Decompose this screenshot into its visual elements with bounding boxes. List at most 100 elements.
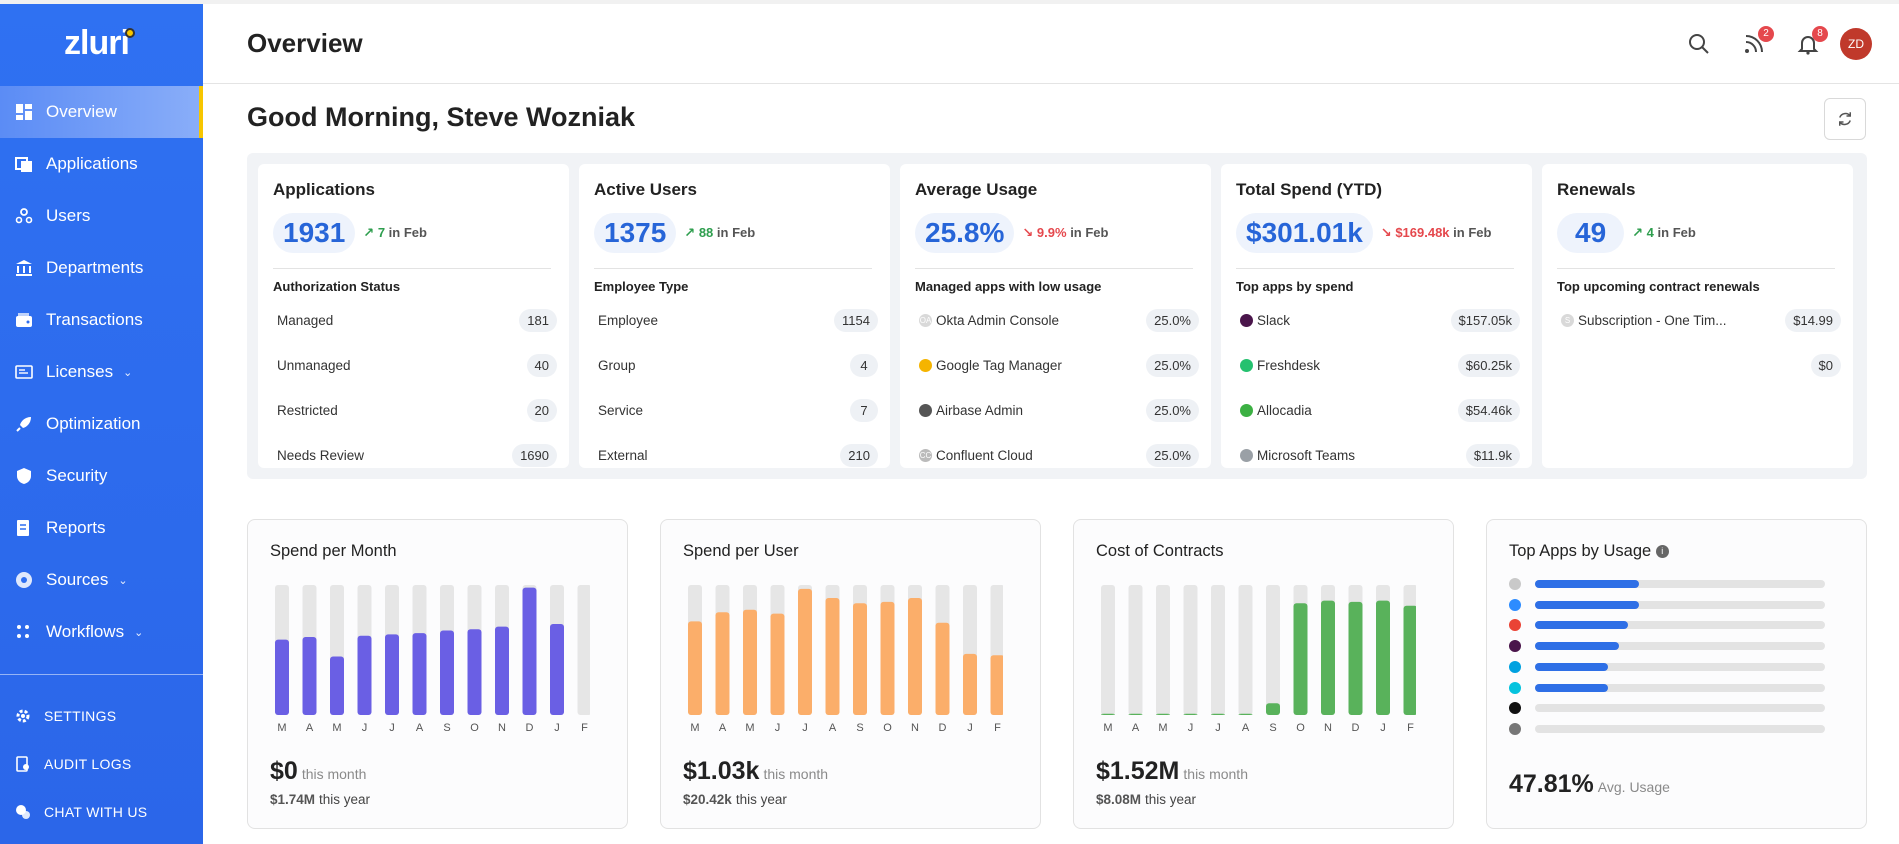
bar-J-3[interactable] (357, 635, 372, 715)
list-item[interactable]: Freshdesk $60.25k (1236, 343, 1520, 388)
info-icon[interactable]: i (1655, 545, 1669, 559)
sidebar-bottom-audit-logs[interactable]: AUDIT LOGS (0, 740, 203, 788)
month-user-spend-value: $1.03k (683, 757, 760, 785)
usage-row[interactable] (1509, 722, 1825, 736)
sidebar-item-licenses[interactable]: Licenses ⌄ (0, 346, 203, 398)
bar-D-9[interactable] (1348, 601, 1363, 715)
list-item[interactable]: OA Okta Admin Console 25.0% (915, 298, 1199, 343)
bar-D-9[interactable] (522, 587, 537, 715)
usage-row[interactable] (1509, 577, 1825, 591)
bar-M-2[interactable] (330, 656, 344, 716)
list-item[interactable]: Microsoft Teams $11.9k (1236, 433, 1520, 478)
bar-S-6[interactable] (440, 630, 454, 716)
sidebar-item-reports[interactable]: Reports (0, 502, 203, 554)
list-item-label-wrap: Employee (598, 313, 658, 328)
bar-A-1[interactable] (715, 612, 730, 715)
usage-row[interactable] (1509, 618, 1825, 632)
list-item[interactable]: Employee 1154 (594, 298, 878, 343)
sidebar-item-overview[interactable]: Overview (0, 86, 203, 138)
bar-J-4[interactable] (798, 588, 812, 715)
usage-row[interactable] (1509, 598, 1825, 612)
bell-icon[interactable]: 8 (1796, 26, 1828, 58)
list-item-label-wrap: Airbase Admin (919, 403, 1023, 418)
sidebar-bottom-settings[interactable]: SETTINGS (0, 692, 203, 740)
trend-suffix: in Feb (716, 225, 756, 240)
bar-O-7[interactable] (467, 629, 482, 715)
list-item[interactable]: Slack $157.05k (1236, 298, 1520, 343)
bar-J-10[interactable] (963, 653, 977, 715)
applications-card[interactable]: Applications 1931 ↗ 7 in Feb Authorizati… (258, 164, 569, 468)
list-item[interactable]: Google Tag Manager 25.0% (915, 343, 1199, 388)
bar-O-7[interactable] (1293, 603, 1308, 715)
spend-per-user-card[interactable]: Spend per User M A M J J A S O N D J F $1.03k this m… (660, 519, 1041, 829)
renewals-card[interactable]: Renewals 49 ↗ 4 in Feb Top upcoming cont… (1542, 164, 1853, 468)
top-apps-usage-card[interactable]: Top Apps by Usage i 47.81% Avg. Usage (1486, 519, 1867, 829)
list-item[interactable]: Airbase Admin 25.0% (915, 388, 1199, 433)
bar-N-8[interactable] (908, 598, 922, 715)
bar-A-5[interactable] (1238, 713, 1253, 715)
sidebar-item-security[interactable]: Security (0, 450, 203, 502)
search-icon[interactable] (1687, 32, 1713, 58)
bar-S-6[interactable] (853, 603, 867, 715)
usage-row[interactable] (1509, 701, 1825, 715)
feed-icon[interactable]: 2 (1742, 26, 1774, 58)
bar-N-8[interactable] (495, 626, 509, 715)
bar-D-9[interactable] (935, 622, 950, 715)
average-usage-card[interactable]: Average Usage 25.8% ↘ 9.9% in Feb Manage… (900, 164, 1211, 468)
bar-S-6[interactable] (1266, 703, 1280, 715)
bar-track (1211, 585, 1225, 715)
refresh-button[interactable] (1824, 98, 1866, 140)
sidebar-item-transactions[interactable]: Transactions (0, 294, 203, 346)
list-item[interactable]: Needs Review 1690 (273, 433, 557, 478)
bar-J-4[interactable] (385, 634, 399, 715)
list-item[interactable]: $0 (1557, 343, 1841, 388)
usage-row[interactable] (1509, 681, 1825, 695)
greeting: Good Morning, Steve Wozniak (247, 102, 636, 132)
active-users-card[interactable]: Active Users 1375 ↗ 88 in Feb Employee T… (579, 164, 890, 468)
sidebar-item-applications[interactable]: Applications (0, 138, 203, 190)
sidebar-item-workflows[interactable]: Workflows ⌄ (0, 606, 203, 658)
sidebar-item-sources[interactable]: Sources ⌄ (0, 554, 203, 606)
logo[interactable]: zluri (0, 24, 203, 63)
bar-M-0[interactable] (275, 639, 289, 715)
bar-A-5[interactable] (825, 598, 840, 715)
bar-A-5[interactable] (412, 633, 427, 715)
list-item[interactable]: Restricted 20 (273, 388, 557, 433)
total-spend-card[interactable]: Total Spend (YTD) $301.01k ↘ $169.48k in… (1221, 164, 1532, 468)
list-item[interactable]: Allocadia $54.46k (1236, 388, 1520, 433)
sidebar-item-users[interactable]: Users (0, 190, 203, 242)
bar-M-0[interactable] (1101, 713, 1115, 715)
list-item-label-wrap: Managed (277, 313, 333, 328)
list-item-value: $60.25k (1457, 354, 1520, 377)
avatar[interactable]: ZD (1840, 28, 1872, 60)
usage-row[interactable] (1509, 639, 1825, 653)
sidebar-bottom-chat-with-us[interactable]: CHAT WITH US (0, 788, 203, 836)
list-item[interactable]: External 210 (594, 433, 878, 478)
list-item[interactable]: CC Confluent Cloud 25.0% (915, 433, 1199, 478)
bar-J-3[interactable] (770, 613, 785, 715)
spend-per-month-card[interactable]: Spend per Month M A M J J A S O N D J F $0 this mont… (247, 519, 628, 829)
bar-J-10[interactable] (1376, 600, 1390, 715)
bar-F-11[interactable] (1403, 605, 1417, 715)
bar-J-10[interactable] (550, 624, 564, 715)
bar-M-0[interactable] (688, 621, 702, 715)
bar-A-1[interactable] (302, 637, 317, 715)
bar-A-1[interactable] (1128, 713, 1143, 715)
usage-row[interactable] (1509, 660, 1825, 674)
sidebar-item-optimization[interactable]: Optimization (0, 398, 203, 450)
sidebar-item-departments[interactable]: Departments (0, 242, 203, 294)
list-item[interactable]: Managed 181 (273, 298, 557, 343)
bar-M-2[interactable] (1156, 713, 1170, 715)
bar-O-7[interactable] (880, 601, 895, 715)
list-item[interactable]: S Subscription - One Tim... $14.99 (1557, 298, 1841, 343)
bar-J-3[interactable] (1183, 713, 1198, 715)
list-item[interactable]: Unmanaged 40 (273, 343, 557, 388)
list-item[interactable]: Group 4 (594, 343, 878, 388)
bar-J-4[interactable] (1211, 713, 1225, 715)
bar-M-2[interactable] (743, 609, 757, 715)
list-item[interactable]: Service 7 (594, 388, 878, 433)
bar-F-11[interactable] (990, 655, 1004, 715)
bar-N-8[interactable] (1321, 600, 1335, 715)
x-tick-label: F (581, 722, 588, 734)
